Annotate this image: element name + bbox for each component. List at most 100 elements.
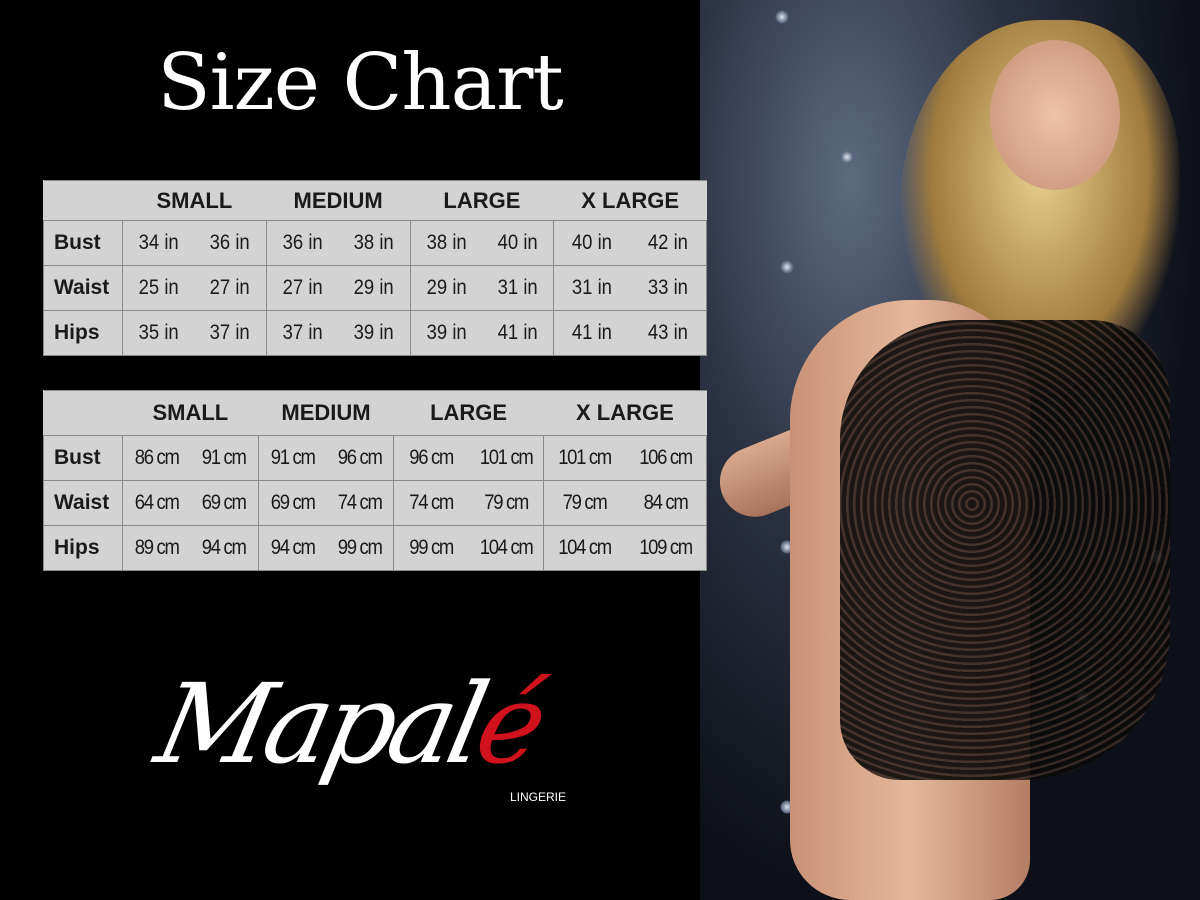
max-value: 94 cm bbox=[202, 536, 247, 559]
table-row: Hips 35 in 37 in 37 in 39 in 39 in 41 in 41 in 4… bbox=[43, 310, 707, 356]
max-value: 27 in bbox=[210, 276, 251, 299]
min-value: 40 in bbox=[572, 231, 613, 254]
min-value: 37 in bbox=[282, 321, 323, 344]
measure-label: Hips bbox=[43, 310, 123, 356]
min-value: 64 cm bbox=[134, 491, 180, 514]
size-range-cell: 38 in 40 in bbox=[409, 220, 555, 266]
min-value: 69 cm bbox=[270, 491, 315, 514]
size-range-cell: 101 cm 106 cm bbox=[542, 435, 708, 481]
size-header: LARGE bbox=[410, 180, 554, 221]
max-value: 109 cm bbox=[639, 536, 693, 559]
min-value: 35 in bbox=[138, 321, 179, 344]
corner-cell bbox=[43, 180, 123, 221]
size-header: SMALL bbox=[122, 390, 259, 436]
measure-label: Bust bbox=[43, 220, 123, 266]
max-value: 74 cm bbox=[337, 491, 383, 514]
size-range-cell: 37 in 39 in bbox=[265, 310, 411, 356]
size-header: MEDIUM bbox=[266, 180, 411, 221]
min-value: 89 cm bbox=[134, 536, 180, 559]
min-value: 79 cm bbox=[562, 491, 607, 514]
min-value: 96 cm bbox=[409, 446, 455, 469]
size-range-cell: 74 cm 79 cm bbox=[393, 480, 544, 526]
max-value: 33 in bbox=[648, 276, 689, 299]
header-row: SMALL MEDIUM LARGE X LARGE bbox=[43, 180, 707, 221]
logo-subtitle: LINGERIE bbox=[510, 790, 567, 804]
table-row: Bust 86 cm 91 cm 91 cm 96 cm 96 cm 101 cm 101 c… bbox=[43, 435, 708, 481]
max-value: 39 in bbox=[353, 321, 394, 344]
max-value: 101 cm bbox=[479, 446, 533, 469]
size-range-cell: 40 in 42 in bbox=[553, 220, 707, 266]
size-header: SMALL bbox=[122, 180, 267, 221]
max-value: 36 in bbox=[210, 231, 251, 254]
size-range-cell: 79 cm 84 cm bbox=[542, 480, 708, 526]
size-header: X LARGE bbox=[543, 390, 707, 436]
max-value: 38 in bbox=[353, 231, 394, 254]
max-value: 29 in bbox=[353, 276, 394, 299]
size-header: MEDIUM bbox=[258, 390, 394, 436]
size-range-cell: 89 cm 94 cm bbox=[122, 525, 259, 571]
min-value: 101 cm bbox=[557, 446, 612, 469]
size-header: X LARGE bbox=[553, 180, 707, 221]
size-range-cell: 29 in 31 in bbox=[409, 265, 555, 311]
min-value: 39 in bbox=[426, 321, 467, 344]
min-value: 25 in bbox=[138, 276, 179, 299]
size-range-cell: 27 in 29 in bbox=[265, 265, 411, 311]
min-value: 34 in bbox=[138, 231, 179, 254]
min-value: 27 in bbox=[282, 276, 323, 299]
min-value: 86 cm bbox=[134, 446, 180, 469]
size-range-cell: 39 in 41 in bbox=[409, 310, 555, 356]
size-range-cell: 35 in 37 in bbox=[122, 310, 267, 356]
size-range-cell: 86 cm 91 cm bbox=[122, 435, 259, 481]
logo-text: Mapal bbox=[146, 660, 493, 788]
max-value: 37 in bbox=[210, 321, 251, 344]
max-value: 91 cm bbox=[202, 446, 247, 469]
min-value: 74 cm bbox=[409, 491, 455, 514]
max-value: 84 cm bbox=[643, 491, 689, 514]
max-value: 43 in bbox=[648, 321, 689, 344]
size-table-cm: SMALL MEDIUM LARGE X LARGE Bust 86 cm 91 cm 91 … bbox=[43, 390, 708, 571]
min-value: 31 in bbox=[572, 276, 613, 299]
table-row: Waist 64 cm 69 cm 69 cm 74 cm 74 cm 79 cm 79 cm… bbox=[43, 480, 708, 526]
size-range-cell: 96 cm 101 cm bbox=[393, 435, 544, 481]
brand-logo: Mapalé bbox=[146, 660, 552, 788]
corner-cell bbox=[43, 390, 123, 436]
size-range-cell: 104 cm 109 cm bbox=[542, 525, 708, 571]
page-title: Size Chart bbox=[157, 38, 563, 128]
max-value: 96 cm bbox=[337, 446, 383, 469]
size-range-cell: 69 cm 74 cm bbox=[257, 480, 395, 526]
lace-bodysuit bbox=[840, 320, 1170, 780]
min-value: 36 in bbox=[282, 231, 323, 254]
size-range-cell: 41 in 43 in bbox=[553, 310, 707, 356]
min-value: 41 in bbox=[572, 321, 613, 344]
max-value: 79 cm bbox=[483, 491, 529, 514]
min-value: 94 cm bbox=[270, 536, 315, 559]
size-range-cell: 34 in 36 in bbox=[122, 220, 267, 266]
table-row: Bust 34 in 36 in 36 in 38 in 38 in 40 in 40 in 4… bbox=[43, 220, 707, 266]
size-table-inches: SMALL MEDIUM LARGE X LARGE Bust 34 in 36 in 36 … bbox=[43, 180, 707, 356]
table-row: Hips 89 cm 94 cm 94 cm 99 cm 99 cm 104 cm 104 c… bbox=[43, 525, 708, 571]
min-value: 29 in bbox=[426, 276, 467, 299]
size-range-cell: 36 in 38 in bbox=[265, 220, 411, 266]
max-value: 99 cm bbox=[337, 536, 383, 559]
size-range-cell: 64 cm 69 cm bbox=[122, 480, 259, 526]
measure-label: Waist bbox=[43, 480, 123, 526]
size-range-cell: 99 cm 104 cm bbox=[393, 525, 544, 571]
min-value: 104 cm bbox=[557, 536, 612, 559]
max-value: 40 in bbox=[497, 231, 538, 254]
size-range-cell: 25 in 27 in bbox=[122, 265, 267, 311]
measure-label: Bust bbox=[43, 435, 123, 481]
max-value: 69 cm bbox=[202, 491, 247, 514]
table-row: Waist 25 in 27 in 27 in 29 in 29 in 31 in 31 in… bbox=[43, 265, 707, 311]
max-value: 104 cm bbox=[479, 536, 533, 559]
size-range-cell: 91 cm 96 cm bbox=[257, 435, 395, 481]
measure-label: Hips bbox=[43, 525, 123, 571]
max-value: 31 in bbox=[497, 276, 538, 299]
max-value: 106 cm bbox=[639, 446, 693, 469]
max-value: 41 in bbox=[497, 321, 538, 344]
measure-label: Waist bbox=[43, 265, 123, 311]
size-range-cell: 94 cm 99 cm bbox=[257, 525, 395, 571]
min-value: 91 cm bbox=[270, 446, 315, 469]
max-value: 42 in bbox=[648, 231, 689, 254]
size-range-cell: 31 in 33 in bbox=[553, 265, 707, 311]
size-header: LARGE bbox=[393, 390, 544, 436]
